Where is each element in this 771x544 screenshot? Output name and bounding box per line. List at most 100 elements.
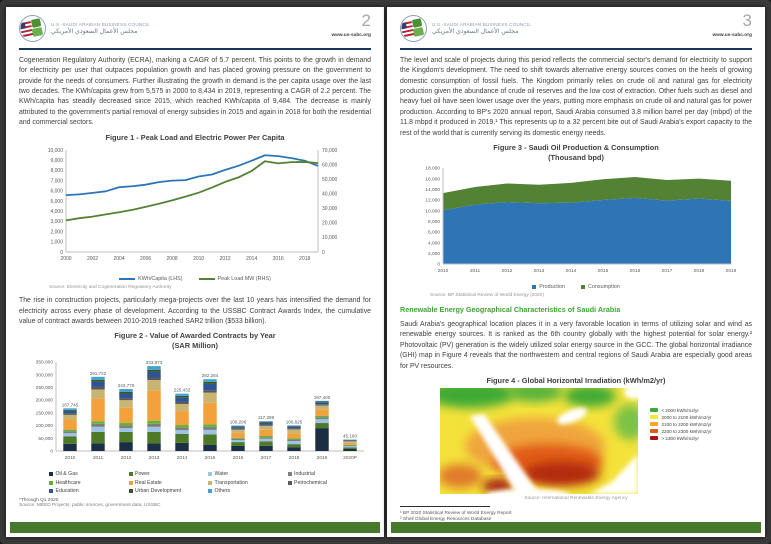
paragraph-energy: The level and scale of projects during t… (400, 57, 752, 137)
map-legend-item: 2000 to 2100 kWh/m2/yr (650, 414, 712, 420)
svg-text:2018: 2018 (289, 455, 300, 461)
svg-text:2019: 2019 (726, 268, 737, 274)
legend-item: KWh/Capita (LHS) (119, 276, 183, 282)
svg-text:10,000: 10,000 (425, 208, 440, 214)
map-legend-label: 2200 to 2300 kWh/m2/yr (661, 428, 712, 434)
svg-text:2014: 2014 (246, 256, 257, 262)
page-number: 2 (361, 11, 371, 30)
page-header: U.S.-SAUDI ARABIAN BUSINESS COUNCIL مجلس… (400, 12, 752, 46)
svg-text:2010: 2010 (65, 455, 76, 461)
svg-text:1,000: 1,000 (50, 240, 63, 246)
legend-swatch (128, 489, 133, 494)
map-legend-item: < 2000 kWh/m2/yr (650, 408, 711, 413)
legend-item: Education (49, 488, 129, 494)
legend-swatch (49, 472, 53, 477)
legend-swatch (128, 472, 133, 477)
page-number: 3 (742, 11, 752, 30)
svg-text:6,000: 6,000 (428, 230, 440, 236)
org-brand: U.S.-SAUDI ARABIAN BUSINESS COUNCIL مجلس… (19, 15, 150, 42)
svg-text:7,000: 7,000 (50, 179, 63, 185)
footer-bar (10, 522, 380, 533)
figure1-line-chart: 0 1,000 2,000 3,000 4,000 5,000 6,000 7,000 8,00… (48, 148, 338, 262)
svg-text:12,000: 12,000 (425, 198, 440, 204)
svg-text:2014: 2014 (177, 455, 188, 461)
legend-label: Water (214, 471, 229, 478)
legend-label: Consumption (588, 284, 620, 291)
legend-swatch (532, 285, 537, 290)
legend-label: Power (135, 471, 150, 478)
svg-text:5,000: 5,000 (50, 199, 63, 205)
legend-label: Production (539, 284, 565, 291)
map-legend-swatch (650, 415, 659, 420)
legend-swatch (208, 489, 212, 494)
map-legend-item: 2100 to 2200 kWh/m2/yr (650, 421, 712, 427)
svg-text:2004: 2004 (113, 256, 124, 262)
section-heading-renewables: Renewable Energy Geographical Characteri… (400, 305, 621, 315)
svg-text:2020P: 2020P (343, 455, 357, 461)
svg-text:0: 0 (60, 250, 63, 256)
legend-item: Production (532, 284, 565, 290)
svg-text:2019: 2019 (317, 455, 328, 461)
page-3: U.S.-SAUDI ARABIAN BUSINESS COUNCIL مجلس… (387, 7, 765, 537)
legend-swatch (208, 480, 212, 485)
map-legend-label: > 2300 kWh/m2/yr (661, 435, 699, 441)
org-name-en: U.S.-SAUDI ARABIAN BUSINESS COUNCIL (51, 22, 151, 27)
svg-text:70,000: 70,000 (322, 148, 338, 154)
figure2-title: Figure 2 - Value of Awarded Contracts by… (19, 331, 371, 350)
legend-swatch (198, 278, 215, 281)
legend-item: Consumption (581, 284, 620, 290)
header-right: 3 www.us-sabc.org (712, 12, 752, 38)
website-link[interactable]: www.us-sabc.org (331, 33, 371, 38)
figure2-bar-chart: 0 50,000 100,000 150,000 200,000 250,000 300,0… (36, 360, 364, 461)
legend-item: Industrial (287, 471, 368, 477)
map-legend-swatch (650, 429, 659, 434)
svg-text:350,000: 350,000 (36, 360, 54, 366)
page-header: U.S.-SAUDI ARABIAN BUSINESS COUNCIL مجلس… (19, 12, 371, 46)
svg-text:100,825: 100,825 (286, 420, 303, 425)
website-link[interactable]: www.us-sabc.org (712, 33, 752, 38)
figure3-source: Source: BP Statistical Review of World E… (430, 293, 544, 299)
legend-label: Transportation (214, 479, 248, 486)
org-name-ar: مجلس الأعمال السعودي الأمريكي (432, 28, 519, 35)
svg-text:2010: 2010 (438, 268, 449, 274)
svg-text:2013: 2013 (534, 268, 545, 274)
svg-text:16,000: 16,000 (425, 176, 440, 182)
legend-label: Petrochemical (294, 479, 327, 486)
svg-text:8,000: 8,000 (50, 168, 63, 174)
svg-text:2017: 2017 (662, 268, 673, 274)
legend-item: Water (208, 471, 288, 477)
svg-text:9,000: 9,000 (50, 158, 63, 164)
svg-text:2012: 2012 (220, 256, 231, 262)
legend-swatch (287, 472, 292, 477)
figure3-title-line1: Figure 3 - Saudi Oil Production & Consum… (493, 142, 659, 152)
legend-item: Power (128, 471, 209, 478)
svg-text:167,745: 167,745 (62, 403, 79, 408)
svg-text:282,284: 282,284 (202, 374, 219, 379)
legend-item: Petrochemical (287, 479, 368, 486)
map-legend-swatch (650, 422, 659, 427)
map-legend-label: 2100 to 2200 kWh/m2/yr (661, 421, 712, 427)
svg-text:2016: 2016 (630, 268, 641, 274)
paragraph-ecra: Cogeneration Regulatory Authority (ECRA)… (19, 57, 371, 127)
map-legend-label: 2000 to 2100 kWh/m2/yr (661, 414, 712, 420)
svg-text:117,299: 117,299 (258, 416, 275, 421)
org-brand: U.S.-SAUDI ARABIAN BUSINESS COUNCIL مجلس… (400, 15, 531, 42)
svg-text:2018: 2018 (694, 268, 705, 274)
org-name: U.S.-SAUDI ARABIAN BUSINESS COUNCIL مجلس… (51, 22, 150, 35)
svg-text:2,000: 2,000 (50, 230, 63, 236)
figure1-source: Source: Electricity and Cogeneration Reg… (49, 285, 172, 291)
svg-text:2013: 2013 (149, 455, 160, 461)
legend-label: Oil & Gas (55, 471, 78, 478)
legend-item: Real Estate (128, 480, 209, 486)
legend-label: Others (214, 488, 231, 495)
org-name: U.S.-SAUDI ARABIAN BUSINESS COUNCIL مجلس… (432, 22, 531, 35)
org-name-ar: مجلس الأعمال السعودي الأمريكي (51, 28, 138, 35)
legend-label: Urban Development (135, 488, 182, 495)
header-right: 2 www.us-sabc.org (331, 12, 371, 38)
figure4-map-block: < 2000 kWh/m2/yr 2000 to 2100 kWh/m2/yr 21… (400, 387, 752, 494)
legend-item: Others (208, 488, 288, 494)
figure2-legend: Oil & Gas Healthcare Education Power Real Es… (49, 471, 367, 494)
svg-text:30,000: 30,000 (322, 206, 338, 212)
legend-swatch (128, 480, 133, 485)
map-legend-item: > 2300 kWh/m2/yr (650, 436, 711, 441)
